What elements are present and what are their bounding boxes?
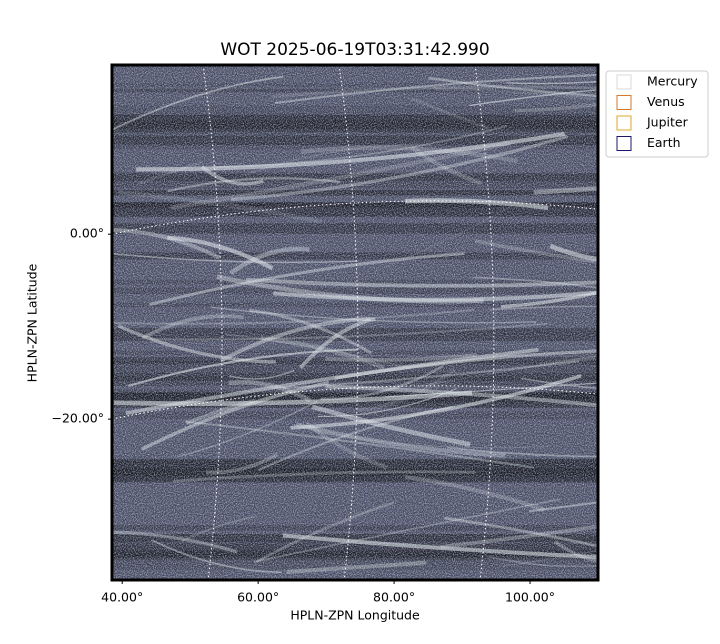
x-tick-label: 80.00° <box>373 590 415 605</box>
image-grain <box>112 65 598 580</box>
legend-label: Earth <box>647 135 681 150</box>
legend-label: Venus <box>647 94 685 109</box>
grid-line <box>112 385 598 420</box>
x-axis-label: HPLN-ZPN Longitude <box>290 608 420 623</box>
chart-title: WOT 2025-06-19T03:31:42.990 <box>220 40 489 60</box>
x-tick-label: 40.00° <box>101 590 143 605</box>
legend-box <box>605 70 709 158</box>
y-axis-label: HPLN-ZPN Latitude <box>25 263 40 382</box>
legend-swatch <box>616 115 632 131</box>
grid-line <box>202 65 223 580</box>
legend-swatch <box>616 95 632 110</box>
y-tick-label: −20.00° <box>51 411 104 426</box>
legend-swatch <box>616 136 632 151</box>
y-tick-label: 0.00° <box>70 226 104 241</box>
x-tick-label: 100.00° <box>505 590 555 605</box>
legend-label: Jupiter <box>646 115 689 130</box>
image-area <box>67 65 598 580</box>
x-tick-label: 60.00° <box>237 590 279 605</box>
plot-frame <box>110 63 600 582</box>
grid-line <box>338 65 359 580</box>
legend-swatch <box>616 74 632 90</box>
grid-line <box>474 65 495 580</box>
legend-label: Mercury <box>647 74 698 89</box>
grid-line <box>67 65 86 580</box>
grid-line <box>112 200 598 235</box>
